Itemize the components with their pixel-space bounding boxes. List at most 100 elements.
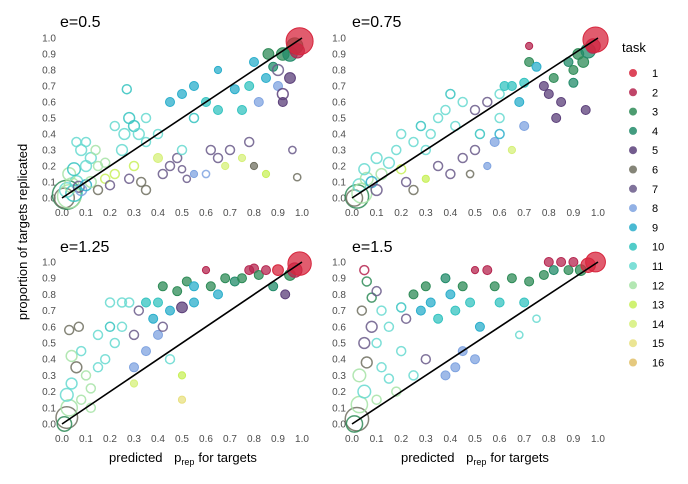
data-point: [420, 353, 432, 365]
data-point: [165, 305, 175, 316]
data-point: [129, 362, 139, 373]
legend-label: 9: [652, 222, 658, 234]
x-tick-label: 0.3: [127, 434, 141, 445]
data-point: [365, 320, 378, 333]
data-point: [352, 368, 367, 383]
x-axis-title-left: predicted prep for targets: [109, 450, 257, 467]
data-point: [514, 97, 525, 107]
data-point: [189, 81, 199, 91]
x-axis-title-main: predicted: [109, 450, 162, 465]
y-tick-label: 0.3: [332, 146, 346, 157]
data-point: [182, 174, 192, 184]
data-point: [469, 144, 481, 156]
data-point: [80, 136, 92, 148]
data-point: [121, 83, 133, 95]
data-point: [525, 41, 534, 51]
data-point: [519, 121, 530, 131]
data-point: [189, 281, 199, 292]
data-point: [371, 285, 382, 297]
legend-key-15: [629, 339, 637, 348]
data-point: [474, 321, 485, 332]
data-point: [276, 87, 289, 101]
data-point: [201, 266, 211, 275]
x-tick-label: 0.9: [566, 208, 580, 219]
data-point: [457, 96, 468, 108]
data-point: [420, 144, 432, 156]
data-point: [109, 168, 121, 180]
y-tick-label: 0.8: [332, 290, 346, 301]
data-point: [141, 297, 151, 308]
y-tick-label: 0.8: [42, 66, 56, 77]
data-point: [165, 97, 175, 107]
data-point: [172, 286, 183, 297]
x-tick-label: 0.7: [517, 208, 531, 219]
data-point: [563, 265, 574, 276]
data-point: [177, 164, 187, 174]
data-point: [171, 152, 183, 164]
data-point: [465, 297, 476, 308]
data-point: [128, 329, 140, 341]
x-tick-label: 0.1: [79, 434, 93, 445]
data-point: [127, 119, 141, 133]
data-point: [370, 183, 383, 197]
data-point: [415, 305, 426, 316]
data-point: [65, 349, 78, 363]
panel-title: e=1.25: [60, 239, 109, 256]
data-point: [568, 257, 579, 267]
x-tick-label: 0.6: [493, 208, 507, 219]
legend-key-8: [629, 204, 637, 213]
data-point: [395, 345, 407, 357]
data-point: [532, 314, 541, 324]
legend-key-7: [629, 184, 637, 193]
data-point: [153, 329, 163, 340]
data-point: [123, 111, 136, 125]
data-point: [357, 384, 372, 399]
legend-label: 7: [652, 184, 658, 196]
data-point: [104, 321, 116, 333]
data-point: [189, 169, 199, 179]
data-point: [116, 321, 128, 333]
x-tick-label: 0.4: [151, 208, 165, 219]
data-point: [371, 337, 382, 349]
data-point: [237, 153, 247, 163]
data-point: [543, 89, 554, 99]
y-tick-label: 0.0: [42, 194, 56, 205]
legend-label: 2: [652, 87, 658, 99]
data-point: [420, 281, 431, 292]
y-tick-label: 0.9: [332, 50, 346, 61]
data-point: [66, 162, 82, 177]
data-point: [371, 394, 382, 405]
legend-key-4: [629, 126, 637, 135]
y-tick-label: 0.4: [42, 355, 56, 366]
x-tick-label: 0.1: [370, 208, 384, 219]
data-point: [382, 156, 396, 169]
identity-line: [351, 37, 599, 199]
data-point: [538, 269, 549, 280]
data-point: [72, 180, 85, 193]
y-axis-title: proportion of targets replicated: [15, 144, 30, 320]
data-point: [421, 174, 430, 183]
data-point: [440, 104, 451, 116]
x-tick-label: 0.3: [419, 208, 433, 219]
data-point: [506, 81, 517, 91]
legend-key-3: [629, 107, 637, 116]
data-point: [366, 292, 377, 303]
data-point: [99, 173, 111, 185]
data-point: [109, 120, 121, 132]
data-point: [229, 84, 240, 95]
data-point: [514, 330, 524, 340]
data-point: [75, 143, 88, 157]
x-tick-label: 0.5: [175, 434, 189, 445]
data-point: [470, 354, 480, 365]
data-point: [141, 346, 151, 357]
data-point: [408, 184, 419, 196]
data-point: [212, 152, 224, 164]
legend-title: task: [622, 40, 646, 55]
y-tick-label: 0.5: [332, 339, 346, 350]
y-tick-label: 0.0: [332, 194, 346, 205]
x-tick-label: 0.0: [55, 208, 69, 219]
data-point: [358, 336, 371, 350]
data-point: [75, 345, 87, 357]
data-point: [482, 265, 493, 276]
